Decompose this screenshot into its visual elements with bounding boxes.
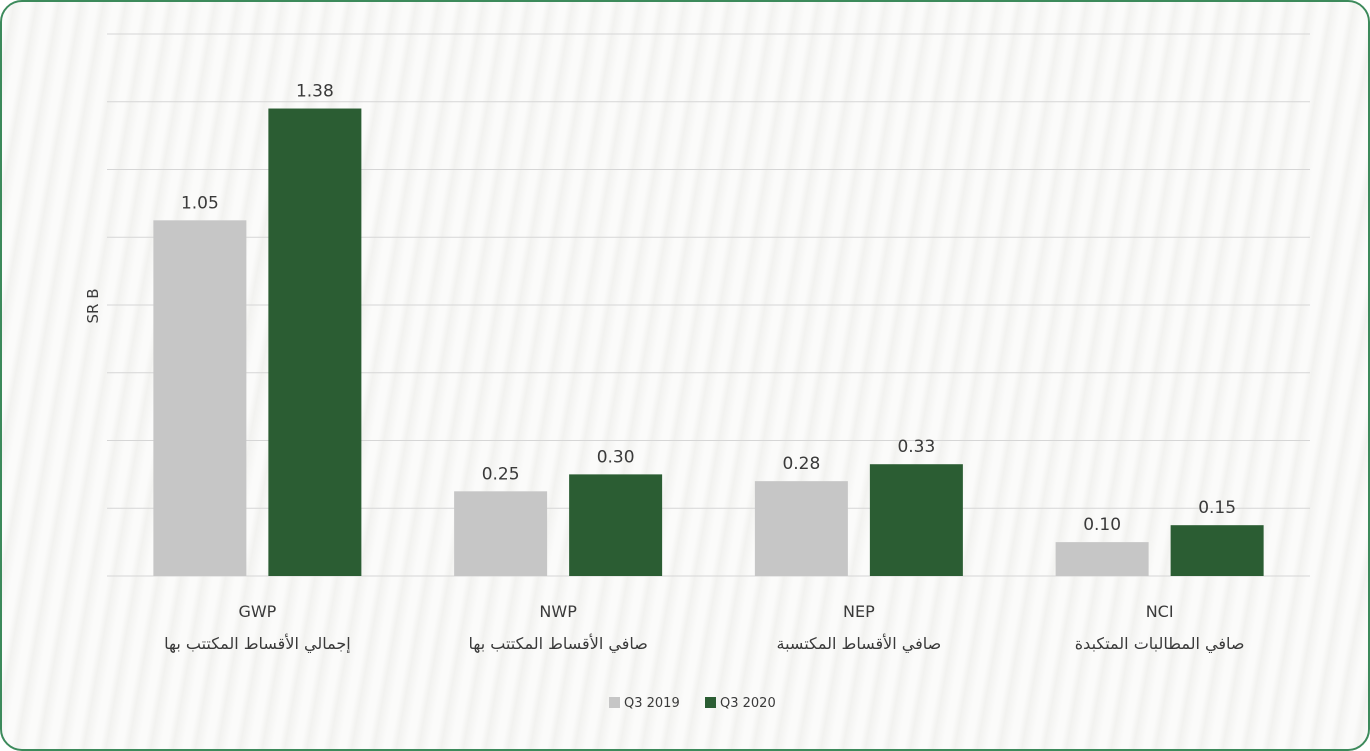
bar-q3-2020-nci [1170,525,1264,576]
category-code-label: GWP [238,602,276,621]
value-labels: 1.05 1.38 0.25 0.30 0.28 0.33 0.10 0.15 [181,82,1236,536]
legend-swatch [705,697,716,708]
bars [153,108,1264,577]
data-label: 1.38 [296,82,334,102]
legend-swatch [609,697,620,708]
category-arabic-label: إجمالي الأقساط المكتتب بها [164,633,351,654]
bar-q3-2019-nwp [454,491,548,576]
data-label: 0.25 [482,464,520,484]
category-arabic-label: صافي الأقساط المكتسبة [777,633,942,654]
legend-label: Q3 2019 [624,696,680,711]
bar-q3-2020-gwp [268,108,362,577]
category-arabic-label: صافي المطالبات المتكبدة [1075,634,1245,654]
data-label: 0.30 [597,447,635,467]
data-label: 0.33 [897,437,935,457]
bar-q3-2019-gwp [153,220,247,576]
data-label: 0.15 [1198,498,1236,518]
y-axis-label: SR B [84,288,102,323]
legend-label: Q3 2020 [720,696,776,711]
bar-q3-2019-nci [1055,542,1149,576]
category-code-label: NCI [1146,602,1174,621]
data-label: 0.10 [1083,515,1121,535]
bar-q3-2020-nwp [569,474,663,576]
category-arabic-label: صافي الأقساط المكتتب بها [468,633,647,654]
category-code-label: NWP [539,602,577,621]
category-labels: GWP إجمالي الأقساط المكتتب بها NWP صافي الأ… [164,602,1244,654]
data-label: 0.28 [782,454,820,474]
legend: Q3 2019 Q3 2020 [609,696,776,711]
data-label: 1.05 [181,193,219,213]
category-code-label: NEP [843,602,875,621]
bar-q3-2019-nep [754,481,848,576]
bar-q3-2020-nep [869,464,963,576]
